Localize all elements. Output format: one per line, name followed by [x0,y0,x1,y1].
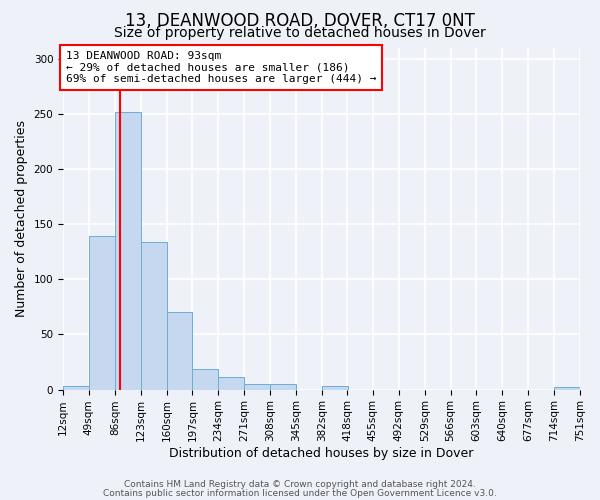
Bar [218,378,244,390]
Text: Contains HM Land Registry data © Crown copyright and database right 2024.: Contains HM Land Registry data © Crown c… [124,480,476,489]
Bar [63,386,89,390]
Text: 13 DEANWOOD ROAD: 93sqm
← 29% of detached houses are smaller (186)
69% of semi-d: 13 DEANWOOD ROAD: 93sqm ← 29% of detache… [65,51,376,84]
Bar [89,236,115,390]
Bar [270,384,296,390]
Y-axis label: Number of detached properties: Number of detached properties [15,120,28,317]
Bar [115,112,140,390]
Bar [167,312,193,390]
X-axis label: Distribution of detached houses by size in Dover: Distribution of detached houses by size … [169,447,474,460]
Bar [193,368,218,390]
Bar [322,386,348,390]
Text: 13, DEANWOOD ROAD, DOVER, CT17 0NT: 13, DEANWOOD ROAD, DOVER, CT17 0NT [125,12,475,30]
Bar [140,242,167,390]
Text: Contains public sector information licensed under the Open Government Licence v3: Contains public sector information licen… [103,488,497,498]
Text: Size of property relative to detached houses in Dover: Size of property relative to detached ho… [114,26,486,40]
Bar [554,388,580,390]
Bar [244,384,270,390]
